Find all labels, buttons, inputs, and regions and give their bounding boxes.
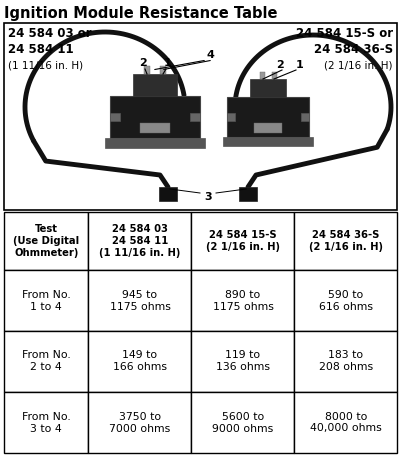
Bar [133, 74, 177, 96]
Bar [239, 187, 257, 201]
Text: Ignition Module Resistance Table: Ignition Module Resistance Table [4, 6, 277, 21]
Bar [223, 137, 313, 146]
Bar [294, 331, 397, 392]
Bar [294, 212, 397, 270]
Bar [89, 331, 191, 392]
Text: 1: 1 [296, 60, 304, 70]
Bar [191, 212, 294, 270]
Text: 3: 3 [204, 192, 212, 202]
Text: 24 584 03 or
24 584 11: 24 584 03 or 24 584 11 [8, 27, 91, 56]
Text: 24 584 15-S
(2 1/16 in. H): 24 584 15-S (2 1/16 in. H) [206, 230, 280, 252]
Text: 24 584 15-S or
24 584 36-S: 24 584 15-S or 24 584 36-S [296, 27, 393, 56]
Text: 149 to
166 ohms: 149 to 166 ohms [113, 350, 167, 373]
Bar [160, 66, 166, 74]
Bar [260, 72, 265, 79]
Text: Test
(Use Digital
Ohmmeter): Test (Use Digital Ohmmeter) [13, 224, 79, 258]
Bar [254, 123, 282, 133]
Text: 24 584 36-S
(2 1/16 in. H): 24 584 36-S (2 1/16 in. H) [309, 230, 383, 252]
Text: 1: 1 [164, 58, 172, 68]
Bar [294, 270, 397, 331]
Bar [227, 113, 235, 121]
Bar [191, 270, 294, 331]
Text: 4: 4 [206, 50, 214, 60]
Bar [250, 79, 286, 97]
Text: 590 to
616 ohms: 590 to 616 ohms [319, 289, 373, 312]
Bar [159, 187, 177, 201]
Text: 5600 to
9000 ohms: 5600 to 9000 ohms [212, 411, 273, 434]
Text: (1 11/16 in. H): (1 11/16 in. H) [8, 61, 83, 71]
Text: 945 to
1175 ohms: 945 to 1175 ohms [109, 289, 170, 312]
Bar [4, 23, 397, 210]
Bar [89, 270, 191, 331]
Bar [89, 212, 191, 270]
Text: 183 to
208 ohms: 183 to 208 ohms [319, 350, 373, 373]
Bar [227, 97, 309, 137]
Text: 2: 2 [276, 60, 284, 70]
Text: 3750 to
7000 ohms: 3750 to 7000 ohms [109, 411, 170, 434]
Bar [4, 392, 89, 453]
Bar [89, 392, 191, 453]
Text: 24 584 03
24 584 11
(1 11/16 in. H): 24 584 03 24 584 11 (1 11/16 in. H) [99, 224, 181, 258]
Text: From No.
3 to 4: From No. 3 to 4 [22, 411, 71, 434]
Bar [105, 138, 205, 148]
Bar [4, 212, 89, 270]
Bar [191, 331, 294, 392]
Bar [4, 331, 89, 392]
Bar [144, 66, 150, 74]
Bar [4, 270, 89, 331]
Bar [294, 392, 397, 453]
Bar [191, 392, 294, 453]
Text: 119 to
136 ohms: 119 to 136 ohms [216, 350, 270, 373]
Text: 8000 to
40,000 ohms: 8000 to 40,000 ohms [310, 411, 382, 434]
Bar [110, 96, 200, 138]
Text: From No.
2 to 4: From No. 2 to 4 [22, 350, 71, 373]
Text: 2: 2 [139, 58, 147, 68]
Text: 890 to
1175 ohms: 890 to 1175 ohms [213, 289, 273, 312]
Bar [301, 113, 309, 121]
Text: (2 1/16 in. H): (2 1/16 in. H) [324, 61, 393, 71]
Bar [272, 72, 277, 79]
Bar [140, 123, 170, 133]
Bar [110, 113, 120, 121]
Text: From No.
1 to 4: From No. 1 to 4 [22, 289, 71, 312]
Bar [190, 113, 200, 121]
